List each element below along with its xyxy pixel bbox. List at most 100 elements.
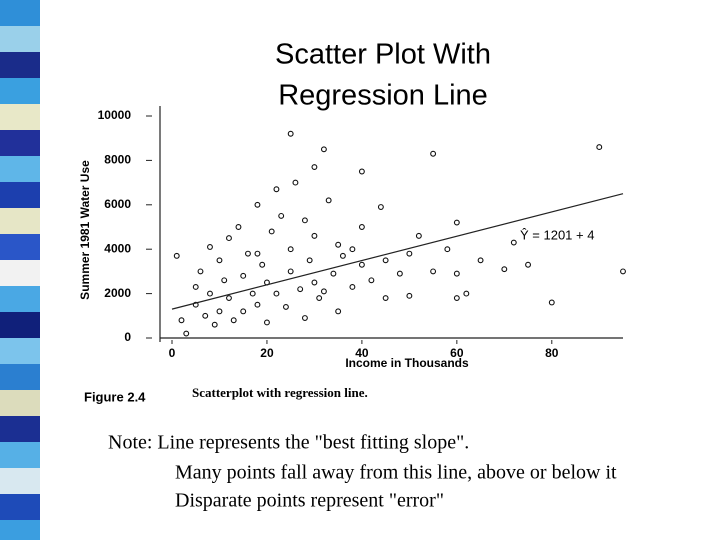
data-point — [230, 317, 237, 324]
data-point — [358, 168, 365, 175]
regression-line — [171, 193, 624, 310]
data-point — [183, 330, 190, 337]
data-point — [358, 224, 365, 230]
data-point — [301, 315, 308, 321]
data-point — [282, 303, 289, 310]
y-axis-label: Summer 1981 Water Use — [78, 160, 92, 300]
stripe-block — [0, 52, 40, 78]
stripe-block — [0, 494, 40, 520]
data-point — [311, 164, 318, 171]
data-point — [335, 308, 342, 315]
note-line: Note: Line represents the "best fitting … — [108, 432, 469, 454]
y-tick-label: 8000 — [104, 153, 131, 167]
x-axis-label: Income in Thousands — [345, 356, 469, 370]
data-point — [254, 301, 261, 308]
stripe-block — [0, 260, 40, 286]
data-point — [320, 288, 327, 295]
stripe-block — [0, 520, 40, 540]
data-point — [178, 317, 185, 324]
data-point — [202, 312, 209, 319]
stripe-block — [0, 156, 40, 182]
data-point — [278, 212, 285, 219]
data-point — [368, 277, 375, 284]
data-point — [240, 272, 247, 279]
data-point — [501, 266, 508, 273]
decorative-stripe — [0, 0, 40, 540]
data-point — [510, 239, 517, 246]
data-point — [463, 290, 470, 297]
data-point — [273, 186, 280, 193]
data-point — [377, 204, 384, 210]
data-point — [330, 270, 337, 277]
data-point — [396, 270, 403, 277]
annotation: Ŷ = 1201 + 4 — [520, 227, 594, 242]
x-tick-label: 80 — [545, 346, 559, 360]
data-point — [211, 321, 218, 328]
y-tick-label: 10000 — [98, 108, 132, 122]
data-point — [287, 130, 294, 137]
stripe-block — [0, 104, 40, 130]
data-point — [226, 235, 232, 242]
stripe-block — [0, 234, 40, 260]
data-point — [192, 301, 199, 308]
data-point — [325, 197, 332, 204]
data-point — [430, 268, 437, 275]
y-tick-label: 2000 — [104, 286, 131, 300]
data-point — [268, 228, 275, 235]
data-point — [226, 295, 232, 301]
x-tick-label: 40 — [355, 346, 369, 360]
data-point — [406, 250, 413, 257]
data-point — [444, 246, 451, 253]
data-point — [349, 246, 356, 253]
stripe-block — [0, 312, 40, 338]
data-point — [477, 257, 484, 264]
y-tick-label: 6000 — [104, 197, 131, 211]
data-point — [287, 268, 294, 275]
data-point — [216, 308, 223, 315]
stripe-block — [0, 442, 40, 468]
data-point — [335, 241, 342, 248]
data-point — [221, 277, 228, 284]
data-point — [192, 283, 199, 290]
stripe-block — [0, 78, 40, 104]
data-point — [306, 257, 313, 264]
data-point — [292, 179, 299, 186]
data-point — [240, 308, 247, 315]
data-point — [406, 292, 413, 299]
data-point — [358, 261, 365, 268]
caption-figure: Figure 2.4 — [84, 389, 146, 404]
data-point — [254, 250, 261, 257]
data-point — [339, 252, 346, 259]
data-point — [548, 299, 555, 306]
data-point — [316, 295, 323, 301]
data-point — [453, 295, 460, 301]
data-point — [249, 290, 256, 297]
data-point — [430, 150, 437, 157]
data-point — [254, 201, 261, 208]
data-point — [525, 261, 532, 268]
data-point — [273, 290, 280, 297]
data-point — [287, 246, 294, 253]
data-point — [620, 268, 626, 275]
y-tick-label: 0 — [124, 330, 131, 344]
stripe-block — [0, 390, 40, 416]
data-point — [301, 217, 308, 224]
data-point — [297, 286, 304, 293]
slide-title: Scatter Plot With — [275, 39, 491, 71]
y-tick-label: 4000 — [104, 241, 131, 255]
data-point — [320, 146, 327, 153]
data-point — [453, 270, 460, 277]
stripe-block — [0, 286, 40, 312]
note-line: Many points fall away from this line, ab… — [175, 462, 617, 484]
data-point — [263, 319, 270, 326]
caption-text: Scatterplot with regression line. — [192, 385, 368, 400]
data-point — [207, 244, 213, 250]
data-point — [453, 219, 460, 226]
stripe-block — [0, 0, 40, 26]
stripe-block — [0, 130, 40, 156]
data-point — [311, 279, 318, 286]
stripe-block — [0, 364, 40, 390]
data-point — [349, 283, 356, 290]
data-point — [216, 257, 223, 264]
